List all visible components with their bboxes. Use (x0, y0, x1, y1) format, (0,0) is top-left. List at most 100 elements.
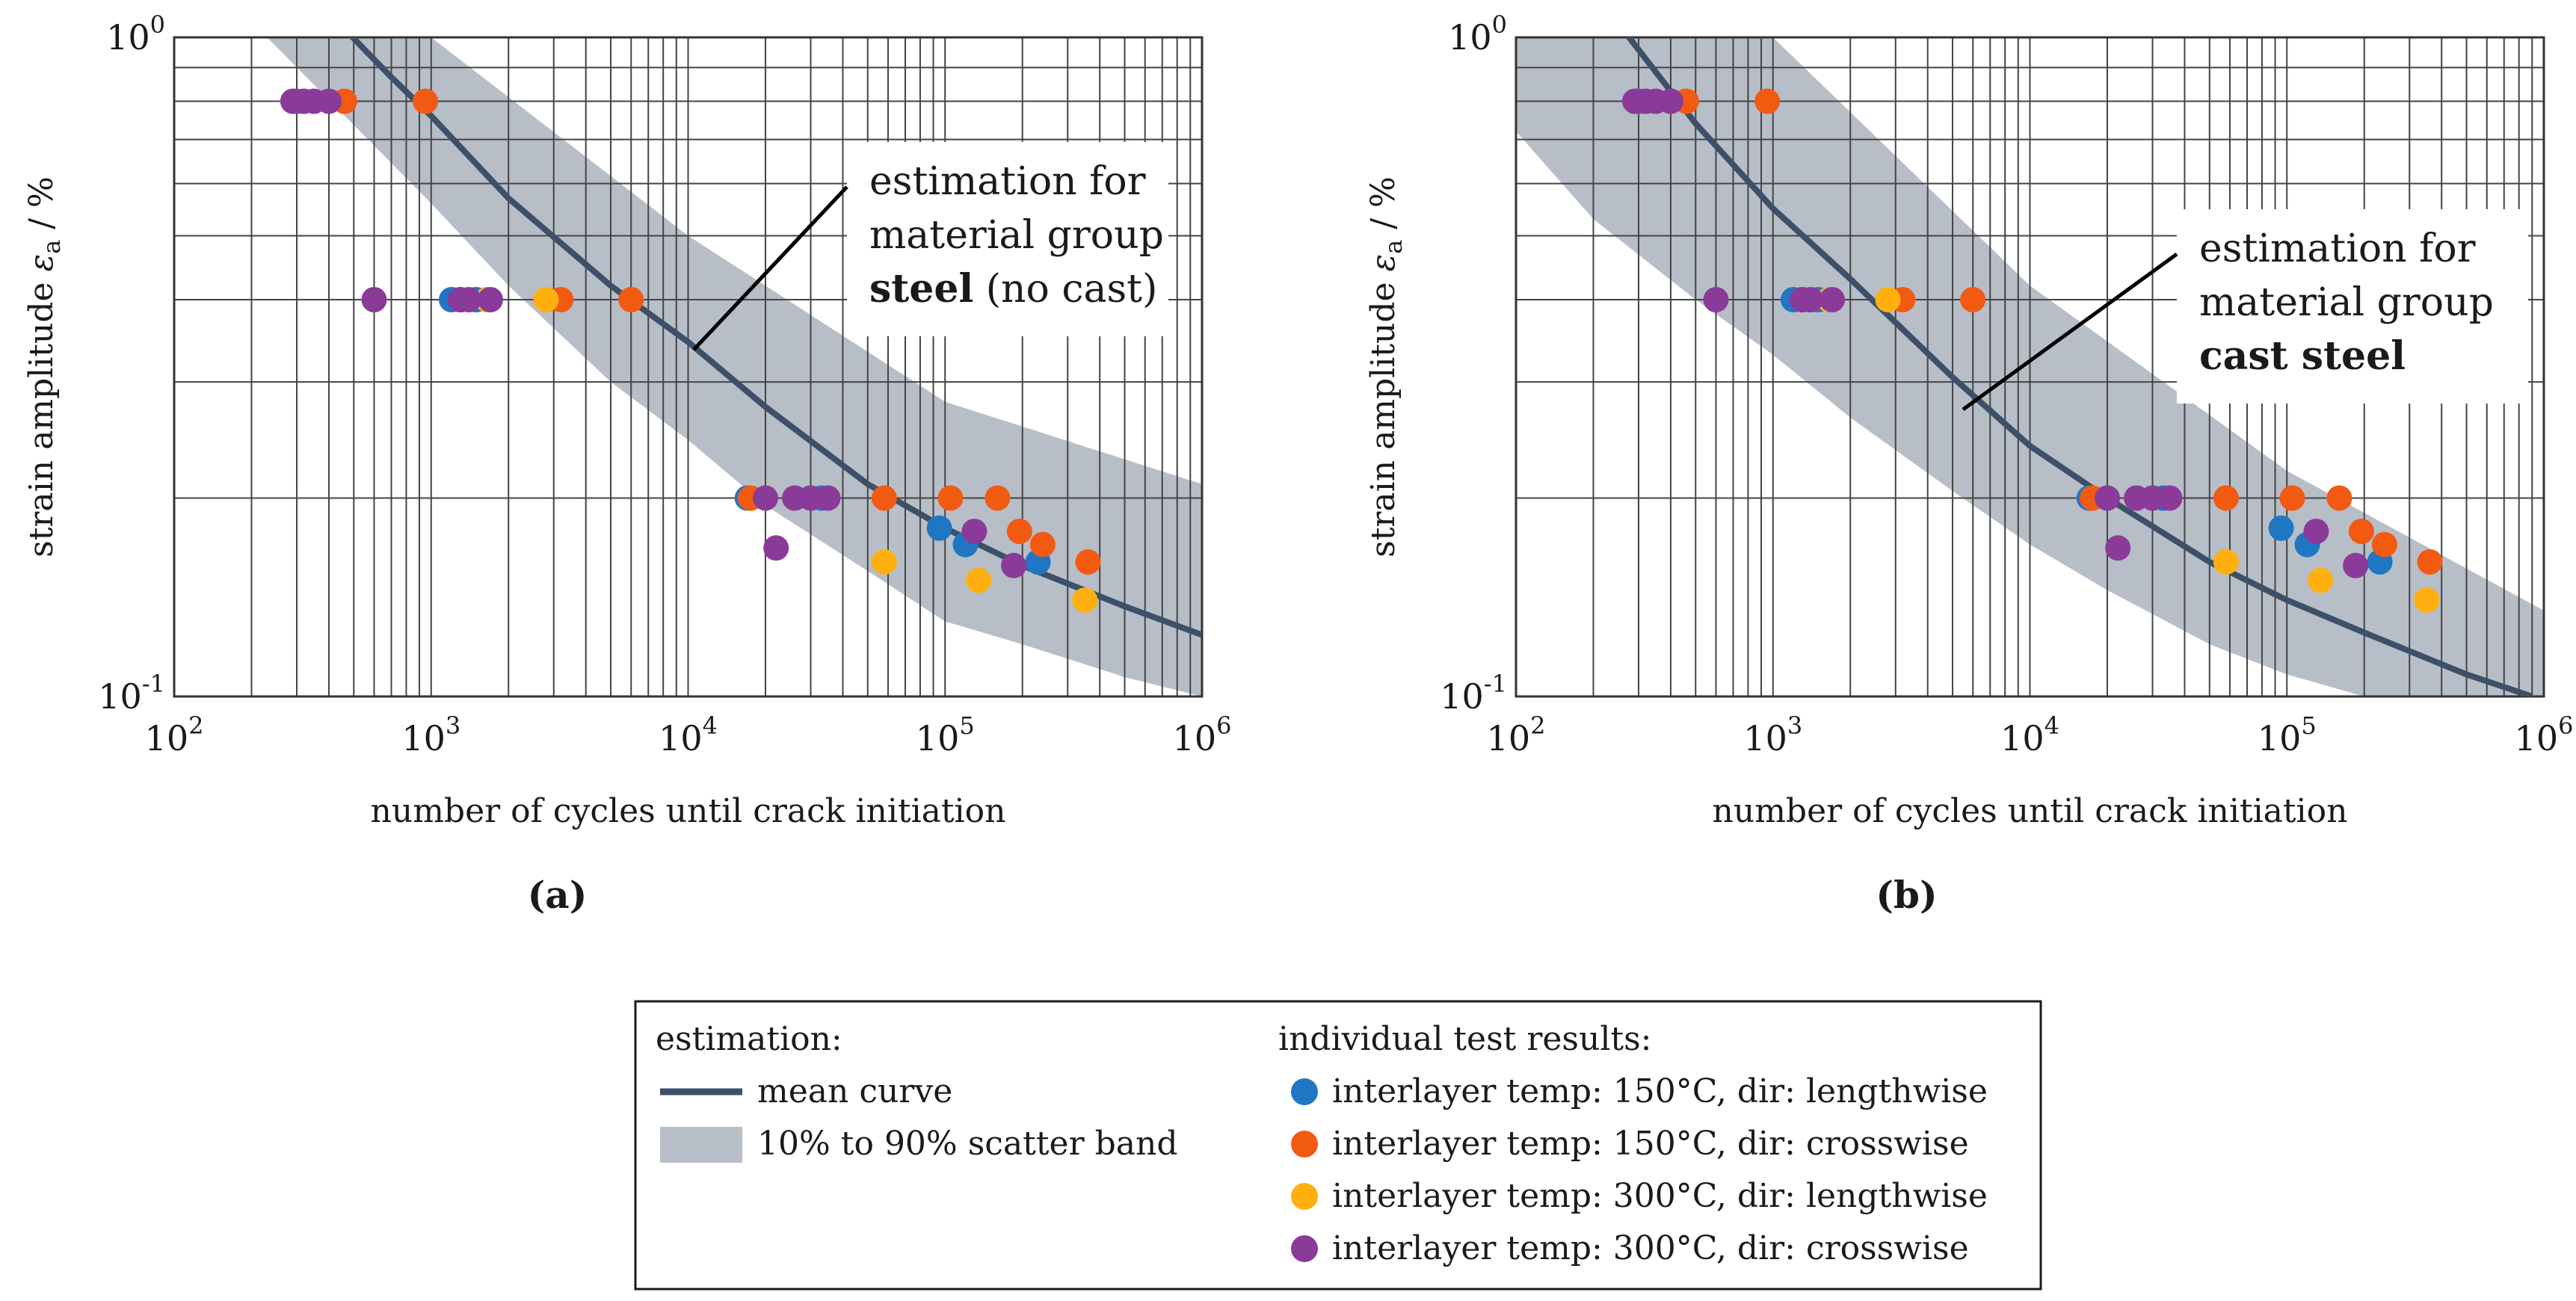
annotation-line: estimation for (869, 159, 1146, 204)
legend-marker-1 (1291, 1131, 1318, 1158)
annotation-text: cast steel (2199, 333, 2406, 379)
annotation-text: steel (869, 266, 973, 312)
mean-curve (1625, 37, 2533, 696)
x-tick-label: 103 (401, 711, 460, 758)
x-tick-label: 105 (2258, 711, 2317, 758)
x-tick-label: 103 (1743, 711, 1802, 758)
data-point (2308, 567, 2334, 593)
data-point (2213, 549, 2239, 575)
data-point (2371, 531, 2397, 557)
data-point (2326, 485, 2352, 511)
annotation-text: material group (2199, 280, 2494, 325)
data-point (2213, 485, 2239, 511)
series-3 (280, 88, 1027, 578)
legend-marker-3 (1291, 1235, 1318, 1262)
annotation-line: steel (no cast) (869, 266, 1157, 312)
data-point (966, 567, 992, 593)
annotation-line: material group (2199, 280, 2494, 325)
legend-item-label-1: interlayer temp: 150°C, dir: crosswise (1332, 1125, 1969, 1163)
legend-scatter-band-swatch (660, 1127, 742, 1163)
data-point (2105, 535, 2131, 561)
annotation-line: estimation for (2199, 226, 2476, 271)
data-point (1798, 287, 1823, 312)
data-point (815, 485, 841, 511)
legend-marker-0 (1291, 1078, 1318, 1105)
plot-frame (173, 36, 1204, 698)
annotation-leader-line (1962, 252, 2178, 412)
data-point (533, 287, 559, 312)
x-tick-label: 102 (1487, 711, 1546, 758)
y-tick-label: 100 (1448, 10, 1507, 58)
data-point (2279, 485, 2305, 511)
legend-mean-curve-label: mean curve (757, 1072, 952, 1110)
data-point (2303, 519, 2329, 545)
data-point (871, 549, 897, 575)
y-tick-label: 100 (106, 10, 165, 58)
x-tick-label: 105 (916, 711, 975, 758)
data-point (1875, 287, 1901, 312)
legend-results-title: individual test results: (1278, 1020, 1652, 1058)
annotation-box (2177, 209, 2528, 404)
legend-item-label-3: interlayer temp: 300°C, dir: crosswise (1332, 1229, 1969, 1267)
data-point (1075, 549, 1101, 575)
legend-item-label-2: interlayer temp: 300°C, dir: lengthwise (1332, 1177, 1988, 1215)
y-axis-label: strain amplitude εa / % (1364, 176, 1408, 557)
panel-label: (b) (1876, 873, 1937, 917)
x-tick-label: 102 (145, 711, 204, 758)
data-point (753, 485, 778, 511)
data-point (2157, 485, 2183, 511)
data-point (961, 519, 987, 545)
x-tick-label: 106 (1173, 711, 1232, 758)
data-point (1819, 287, 1845, 312)
data-point (1703, 287, 1729, 312)
data-point (2343, 552, 2369, 578)
data-point (2414, 587, 2440, 614)
data-point (1960, 287, 1986, 312)
data-point (1754, 88, 1781, 114)
annotation-text: material group (869, 213, 1164, 258)
data-point (926, 515, 952, 541)
x-axis-label: number of cycles until crack initiation (1713, 792, 2348, 830)
annotation-box (847, 142, 1168, 336)
series-3 (1621, 88, 2369, 578)
data-point (1001, 552, 1027, 578)
series-1 (1673, 88, 2443, 575)
data-point (361, 287, 387, 312)
x-tick-label: 104 (659, 711, 718, 758)
panel-label: (a) (528, 873, 588, 917)
legend-estimation-title: estimation: (656, 1020, 842, 1058)
data-point (316, 88, 342, 114)
plot-frame (1515, 36, 2545, 698)
data-point (1029, 531, 1056, 557)
legend-scatter-band-label: 10% to 90% scatter band (757, 1125, 1178, 1163)
data-point (1006, 519, 1032, 545)
x-tick-label: 104 (2000, 711, 2059, 758)
data-point (478, 287, 503, 312)
x-axis-label: number of cycles until crack initiation (371, 792, 1006, 830)
annotation-line: material group (869, 213, 1164, 258)
x-tick-label: 106 (2515, 711, 2574, 758)
data-point (2417, 549, 2443, 575)
annotation-leader-line (692, 185, 848, 351)
data-point (1072, 587, 1098, 614)
data-point (456, 287, 481, 312)
legend-item-label-0: interlayer temp: 150°C, dir: lengthwise (1332, 1072, 1988, 1110)
chart-b: estimation for material group cast steel 10… (1364, 10, 2574, 917)
legend-frame (634, 1000, 2042, 1291)
annotation-text: (no cast) (973, 267, 1157, 312)
y-tick-label: 10-1 (98, 670, 165, 717)
legend: estimation: mean curve 10% to 90% scatte… (634, 1000, 2042, 1291)
data-point (985, 485, 1011, 511)
annotation-text: estimation for (2199, 226, 2476, 271)
y-tick-label: 10-1 (1440, 670, 1507, 717)
series-1 (331, 88, 1101, 575)
legend-marker-2 (1291, 1183, 1318, 1210)
data-point (2095, 485, 2120, 511)
data-point (2268, 515, 2294, 541)
annotation-line: cast steel (2199, 333, 2406, 379)
data-point (763, 535, 789, 561)
data-point (413, 88, 439, 114)
data-point (1658, 88, 1683, 114)
y-axis-label: strain amplitude εa / % (22, 176, 66, 557)
